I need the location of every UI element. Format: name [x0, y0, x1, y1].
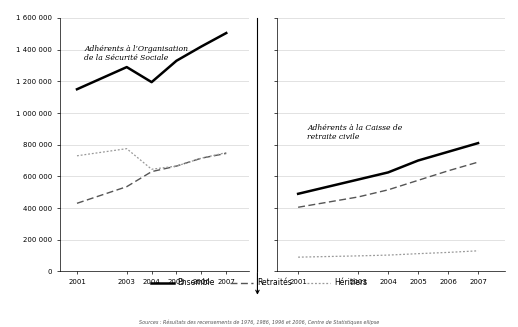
Legend: Ensemble, Retraités, Héritiers: Ensemble, Retraités, Héritiers — [148, 275, 370, 290]
Text: Adhérents à l’Organisation
de la Sécurité Sociale: Adhérents à l’Organisation de la Sécurit… — [84, 45, 189, 62]
Text: Adhérents à la Caisse de
retraite civile: Adhérents à la Caisse de retraite civile — [307, 124, 402, 141]
Text: Sources : Résultats des recensements de 1976, 1986, 1996 et 2006, Centre de Stat: Sources : Résultats des recensements de … — [139, 319, 379, 325]
